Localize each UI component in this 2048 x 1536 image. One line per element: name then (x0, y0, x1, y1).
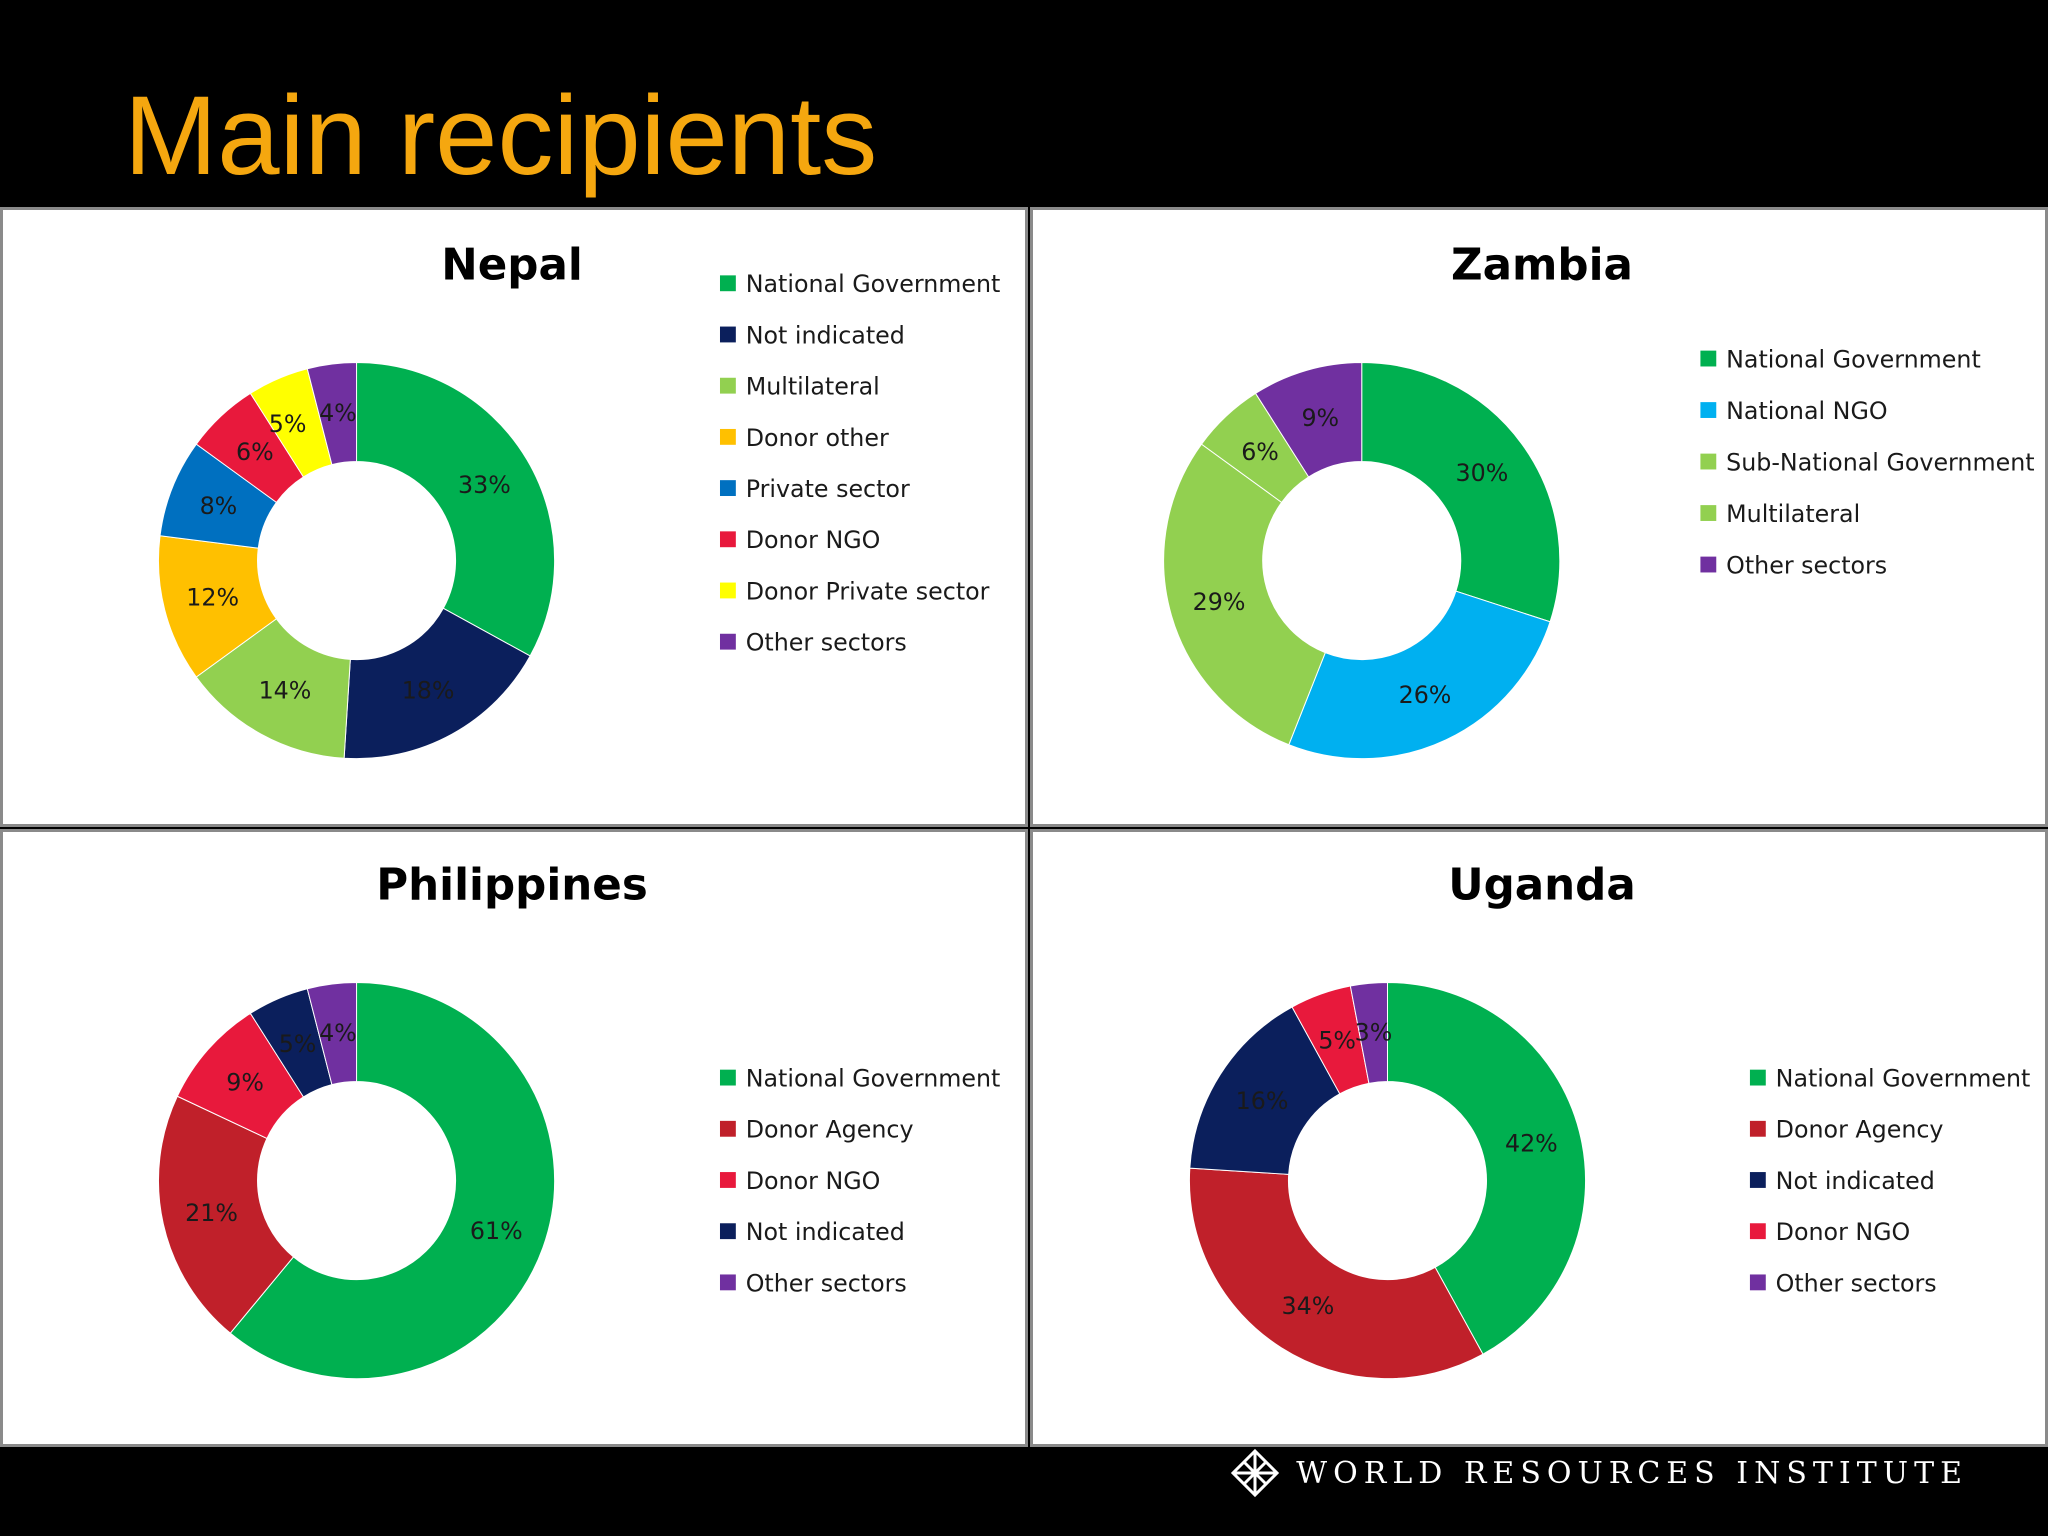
legend-swatch-donor-ngo (719, 531, 736, 548)
slice-label-sub-national-government: 29% (1193, 588, 1246, 616)
slice-national-government (229, 982, 556, 1380)
legend-label-other-sectors: Other sectors (746, 629, 907, 657)
slice-label-other-sectors: 4% (319, 399, 357, 427)
legend-label-donor-agency: Donor Agency (1776, 1116, 1944, 1144)
legend-label-not-indicated: Not indicated (746, 321, 905, 349)
slice-label-national-ngo: 26% (1399, 681, 1452, 709)
slice-label-donor-other: 12% (186, 583, 239, 611)
legend-swatch-private-sector (719, 480, 736, 497)
donut-chart-zambia: Zambia 30% 26% 29% 6% 9% National Government Na… (1163, 240, 2035, 760)
legend-swatch-national-government (719, 1069, 736, 1086)
chart-panel-philippines: Philippines 61% 21% 9% 5% 4% National Governme… (0, 829, 1028, 1447)
slice-label-multilateral: 6% (1241, 438, 1279, 466)
slice-label-other-sectors: 3% (1355, 1019, 1393, 1047)
legend-swatch-other-sectors (719, 633, 736, 650)
slice-donor-agency (158, 1095, 295, 1334)
slice-national-government (1386, 982, 1587, 1355)
slice-label-other-sectors: 4% (319, 1019, 357, 1047)
slice-label-donor-agency: 34% (1281, 1292, 1334, 1320)
legend-swatch-donor-private-sector (719, 582, 736, 599)
slice-other-sectors (306, 362, 358, 466)
legend-swatch-multilateral (719, 377, 736, 394)
slide-title: Main recipients (124, 73, 878, 198)
legend-swatch-other-sectors (719, 1274, 736, 1291)
legend-label-national-government: National Government (746, 270, 1001, 298)
legend-label-multilateral: Multilateral (746, 373, 880, 401)
slice-national-government (1361, 362, 1561, 623)
chart-panel-nepal: Nepal 33% 18% 14% 12% 8% 6% 5% 4% National Govern… (0, 207, 1028, 827)
legend-swatch-other-sectors (1749, 1274, 1766, 1291)
donut-chart-uganda: Uganda 42% 34% 16% 5%3% National Government Do… (1188, 860, 2031, 1380)
slice-label-national-government: 42% (1505, 1130, 1558, 1158)
slice-label-donor-ngo: 5% (1318, 1027, 1356, 1055)
legend-swatch-multilateral (1700, 505, 1717, 521)
legend-label-donor-private-sector: Donor Private sector (746, 577, 990, 605)
legend-swatch-national-government (1749, 1069, 1766, 1086)
slice-label-national-government: 61% (470, 1217, 523, 1245)
slice-label-not-indicated: 18% (402, 677, 455, 705)
legend-label-national-ngo: National NGO (1726, 397, 1887, 425)
legend-swatch-not-indicated (1749, 1172, 1766, 1188)
donut-chart-nepal: Nepal 33% 18% 14% 12% 8% 6%5% 4% National Govern… (157, 240, 1001, 760)
legend-label-donor-ngo: Donor NGO (1776, 1218, 1911, 1246)
wri-logo: WORLD RESOURCES INSTITUTE (1230, 1448, 1968, 1498)
legend-swatch-not-indicated (719, 326, 736, 343)
legend-label-multilateral: Multilateral (1726, 500, 1860, 528)
slice-label-donor-agency: 21% (185, 1199, 238, 1227)
slice-national-ngo (1288, 590, 1551, 760)
chart-panel-uganda: Uganda 42% 34% 16% 5% 3% National Government Do… (1030, 829, 2048, 1447)
legend-label-donor-agency: Donor Agency (746, 1116, 914, 1144)
donut-chart-philippines: Philippines 61% 21% 9% 5% 4% National Governme… (158, 860, 1001, 1380)
legend-label-not-indicated: Not indicated (746, 1218, 905, 1246)
slice-label-not-indicated: 16% (1236, 1087, 1289, 1115)
legend-swatch-donor-ngo (719, 1172, 736, 1188)
legend-swatch-donor-agency (719, 1120, 736, 1137)
slice-label-donor-ngo: 9% (226, 1068, 264, 1096)
slice-donor-agency (1188, 1167, 1484, 1380)
legend-label-donor-ngo: Donor NGO (746, 526, 881, 554)
slice-label-national-government: 33% (458, 471, 511, 499)
slice-national-government (356, 362, 556, 657)
slice-other-sectors (1254, 362, 1363, 478)
slice-label-donor-private-sector: 5% (269, 410, 307, 438)
slice-label-national-government: 30% (1456, 459, 1509, 487)
legend-swatch-donor-other (719, 428, 736, 445)
legend-label-national-government: National Government (1726, 345, 1981, 373)
legend-swatch-other-sectors (1700, 556, 1717, 573)
slice-label-multilateral: 14% (259, 677, 312, 705)
legend-label-national-government: National Government (1776, 1065, 2031, 1093)
chart-title: Zambia (1451, 240, 1633, 290)
legend-swatch-national-ngo (1700, 402, 1717, 418)
legend-label-private-sector: Private sector (746, 475, 910, 503)
slice-other-sectors (1349, 982, 1388, 1084)
slice-not-indicated (343, 607, 531, 760)
legend-label-not-indicated: Not indicated (1776, 1167, 1935, 1195)
legend-swatch-not-indicated (719, 1223, 736, 1240)
legend-label-other-sectors: Other sectors (1726, 551, 1887, 579)
slice-sub-national-government (1163, 443, 1326, 746)
legend-swatch-national-government (1700, 350, 1717, 367)
slice-other-sectors (306, 982, 358, 1086)
chart-title: Philippines (376, 860, 648, 910)
chart-panel-zambia: Zambia 30% 26% 29% 6% 9% National Government Na… (1030, 207, 2048, 827)
chart-title: Nepal (441, 240, 583, 290)
legend-label-donor-other: Donor other (746, 424, 889, 452)
legend-label-national-government: National Government (746, 1065, 1001, 1093)
chart-title: Uganda (1448, 860, 1636, 910)
legend-label-sub-national-government: Sub-National Government (1726, 448, 2034, 476)
legend-label-other-sectors: Other sectors (1776, 1269, 1937, 1297)
slice-label-not-indicated: 5% (279, 1030, 317, 1058)
wri-logo-text: WORLD RESOURCES INSTITUTE (1296, 1455, 1968, 1491)
legend-swatch-donor-agency (1749, 1120, 1766, 1137)
slice-label-private-sector: 8% (200, 492, 238, 520)
legend-swatch-donor-ngo (1749, 1223, 1766, 1240)
legend-label-other-sectors: Other sectors (746, 1269, 907, 1297)
wri-logo-icon (1231, 1448, 1280, 1498)
legend-swatch-national-government (719, 275, 736, 292)
slice-label-other-sectors: 9% (1301, 404, 1339, 432)
legend-swatch-sub-national-government (1700, 453, 1717, 470)
legend-label-donor-ngo: Donor NGO (746, 1167, 881, 1195)
slice-label-donor-ngo: 6% (236, 438, 274, 466)
